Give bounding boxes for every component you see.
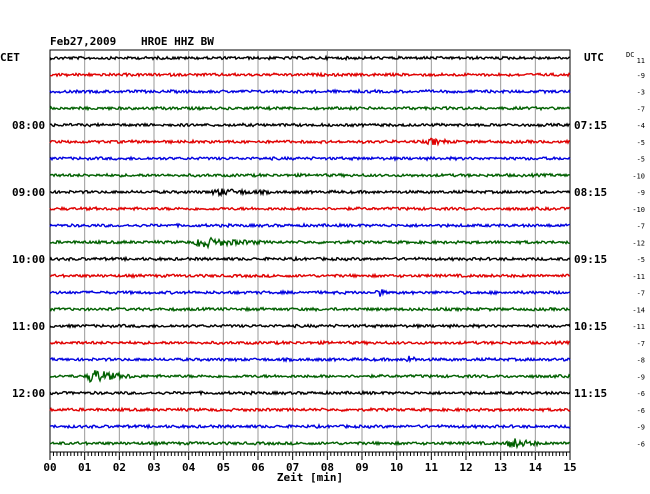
trace-line (49, 288, 571, 297)
dc-label: -6 (637, 407, 645, 415)
trace-line (49, 105, 571, 112)
x-tick-label: 00 (43, 461, 56, 474)
dc-label: -5 (637, 256, 645, 264)
x-tick-label: 10 (390, 461, 403, 474)
trace-line (49, 389, 571, 397)
dc-label: -7 (637, 290, 645, 298)
trace-line (49, 155, 571, 162)
left-hour-label: 08:00 (12, 119, 45, 132)
dc-label: -9 (637, 424, 645, 432)
trace-line (49, 323, 571, 330)
x-tick-label: 14 (529, 461, 543, 474)
header-station: HROE HHZ BW (141, 35, 214, 48)
x-tick-label: 15 (563, 461, 576, 474)
dc-label: -7 (637, 105, 645, 113)
right-hour-labels: 07:15 08:15 09:15 10:15 11:15 (574, 119, 607, 400)
trace-line (49, 406, 571, 413)
dc-label: -5 (637, 139, 645, 147)
dc-label: -12 (632, 239, 645, 247)
x-axis: 00 01 02 03 04 05 06 07 08 09 10 11 12 13 14 15 (43, 452, 577, 474)
trace-line (49, 54, 571, 62)
dc-label: -7 (637, 223, 645, 231)
trace-line (49, 370, 571, 383)
right-hour-label: 11:15 (574, 387, 607, 400)
x-tick-label: 03 (147, 461, 160, 474)
right-hour-label: 08:15 (574, 186, 607, 199)
trace-line (49, 339, 571, 346)
dc-label: -11 (632, 273, 645, 281)
trace-line (49, 236, 571, 250)
trace-line (49, 205, 571, 212)
trace-line (49, 71, 571, 78)
left-hour-label: 12:00 (12, 387, 45, 400)
trace-line (49, 305, 571, 313)
dc-label: -14 (632, 306, 645, 314)
x-tick-label: 12 (459, 461, 472, 474)
left-axis-title: CET (0, 51, 20, 64)
x-tick-label: 08 (321, 461, 334, 474)
x-tick-label: 11 (425, 461, 439, 474)
x-tick-label: 07 (286, 461, 299, 474)
x-tick-label: 06 (251, 461, 265, 474)
dc-label: 11 (637, 57, 645, 65)
dc-label: -7 (637, 340, 645, 348)
x-tick-label: 05 (217, 461, 230, 474)
dc-label: -9 (637, 373, 645, 381)
left-hour-label: 09:00 (12, 186, 45, 199)
trace-line (49, 222, 571, 229)
dc-label: -5 (637, 156, 645, 164)
trace-line (49, 255, 571, 263)
dc-label: -11 (632, 323, 645, 331)
dc-label: -8 (637, 357, 645, 365)
dc-label: -10 (632, 172, 645, 180)
dc-label: -4 (637, 122, 645, 130)
right-axis-title: UTC (584, 51, 604, 64)
left-hour-labels: 08:00 09:00 10:00 11:00 12:00 (12, 119, 45, 400)
trace-line (49, 88, 571, 95)
trace-line (49, 187, 571, 198)
left-hour-label: 11:00 (12, 320, 45, 333)
x-tick-label: 13 (494, 461, 507, 474)
dc-label: -3 (637, 89, 645, 97)
left-hour-label: 10:00 (12, 253, 45, 266)
trace-line (49, 355, 571, 364)
dc-label: -10 (632, 206, 645, 214)
dc-label: -9 (637, 72, 645, 80)
grid (84, 50, 536, 452)
dc-labels: 11 -9 -3 -7 -4 -5 -5 -10 -9 -10 -7 -12 -5 -11 -7 -14 -11… (632, 57, 645, 448)
trace-line (49, 272, 571, 279)
x-tick-label: 04 (182, 461, 196, 474)
header-date: Feb27,2009 (50, 35, 116, 48)
trace-line (49, 121, 570, 129)
dc-label: -9 (637, 189, 645, 197)
x-tick-label: 02 (113, 461, 126, 474)
x-axis-label: Zeit [min] (277, 471, 343, 484)
trace-line (49, 438, 571, 450)
traces (49, 54, 571, 450)
dc-label: -6 (637, 440, 645, 448)
right-hour-label: 09:15 (574, 253, 607, 266)
trace-line (49, 172, 571, 179)
right-hour-label: 07:15 (574, 119, 607, 132)
trace-line (49, 423, 571, 430)
right-hour-label: 10:15 (574, 320, 607, 333)
dc-title: DC (626, 51, 634, 59)
dc-label: -6 (637, 390, 645, 398)
x-tick-label: 09 (355, 461, 368, 474)
x-tick-label: 01 (78, 461, 92, 474)
trace-line (49, 137, 571, 147)
